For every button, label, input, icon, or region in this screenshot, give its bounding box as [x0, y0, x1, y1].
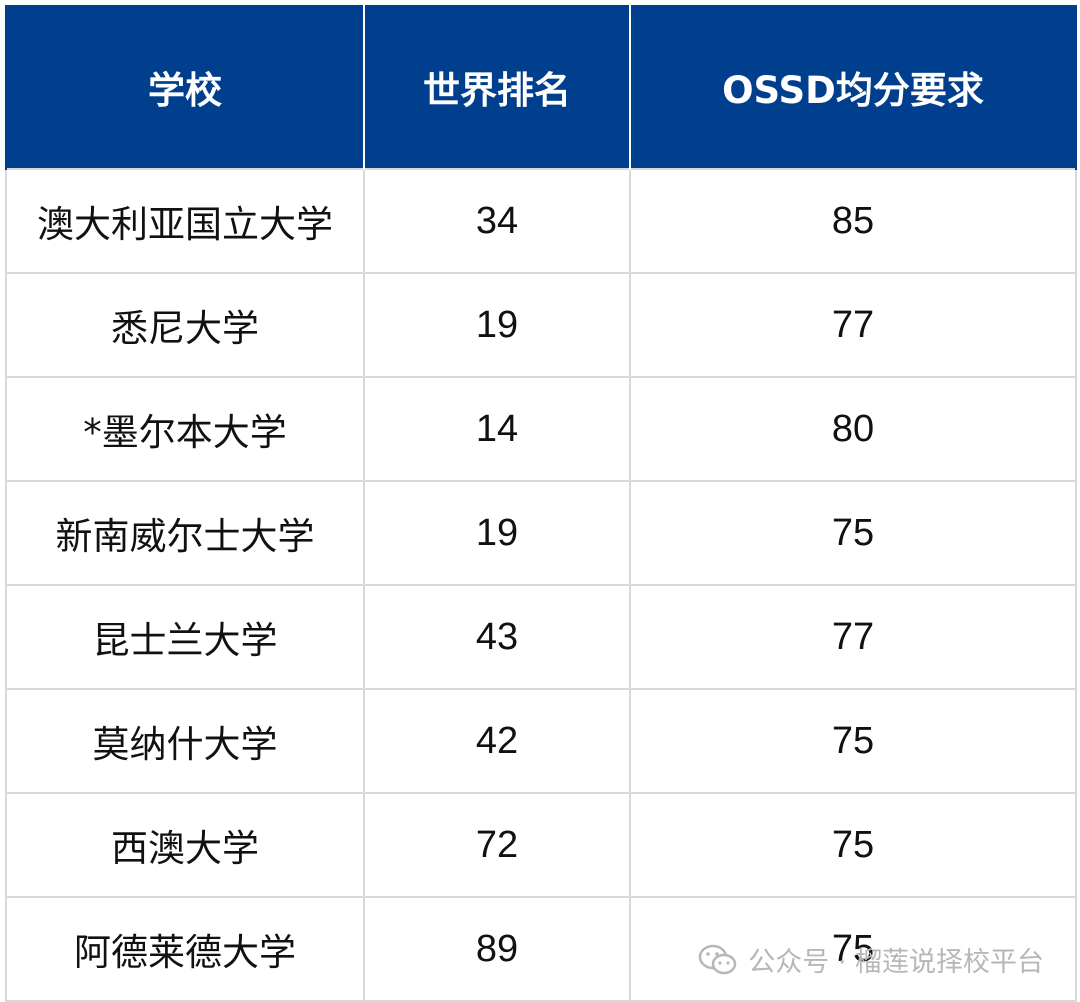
cell-rank: 14: [363, 376, 631, 482]
university-table-container: 学校 世界排名 OSSD均分要求 澳大利亚国立大学 34 85 悉尼大学 19 …: [5, 5, 1077, 1002]
cell-rank: 19: [363, 480, 631, 586]
header-school: 学校: [5, 5, 365, 169]
cell-ossd: 80: [629, 376, 1077, 482]
cell-rank: 43: [363, 584, 631, 690]
table-row: 莫纳什大学 42 75: [5, 688, 1077, 794]
header-ossd-average: OSSD均分要求: [629, 5, 1077, 169]
cell-ossd: 75: [629, 480, 1077, 586]
cell-rank: 42: [363, 688, 631, 794]
cell-school: 西澳大学: [5, 792, 365, 898]
cell-ossd: 75: [629, 688, 1077, 794]
cell-rank: 72: [363, 792, 631, 898]
table-row: *墨尔本大学 14 80: [5, 376, 1077, 482]
cell-ossd: 77: [629, 272, 1077, 378]
table-row: 悉尼大学 19 77: [5, 272, 1077, 378]
table-header-row: 学校 世界排名 OSSD均分要求: [5, 5, 1077, 169]
cell-school: 阿德莱德大学: [5, 896, 365, 1002]
header-world-rank: 世界排名: [363, 5, 631, 169]
cell-school: 澳大利亚国立大学: [5, 168, 365, 274]
cell-school: 昆士兰大学: [5, 584, 365, 690]
cell-school: *墨尔本大学: [5, 376, 365, 482]
cell-ossd: 75: [629, 792, 1077, 898]
university-requirements-table: 学校 世界排名 OSSD均分要求 澳大利亚国立大学 34 85 悉尼大学 19 …: [5, 5, 1077, 1002]
cell-school: 莫纳什大学: [5, 688, 365, 794]
cell-school: 新南威尔士大学: [5, 480, 365, 586]
cell-ossd: 75: [629, 896, 1077, 1002]
cell-school: 悉尼大学: [5, 272, 365, 378]
cell-rank: 34: [363, 168, 631, 274]
table-row: 西澳大学 72 75: [5, 792, 1077, 898]
table-row: 澳大利亚国立大学 34 85: [5, 168, 1077, 274]
table-row: 阿德莱德大学 89 75: [5, 896, 1077, 1002]
cell-rank: 89: [363, 896, 631, 1002]
table-row: 昆士兰大学 43 77: [5, 584, 1077, 690]
cell-ossd: 77: [629, 584, 1077, 690]
cell-rank: 19: [363, 272, 631, 378]
table-row: 新南威尔士大学 19 75: [5, 480, 1077, 586]
cell-ossd: 85: [629, 168, 1077, 274]
